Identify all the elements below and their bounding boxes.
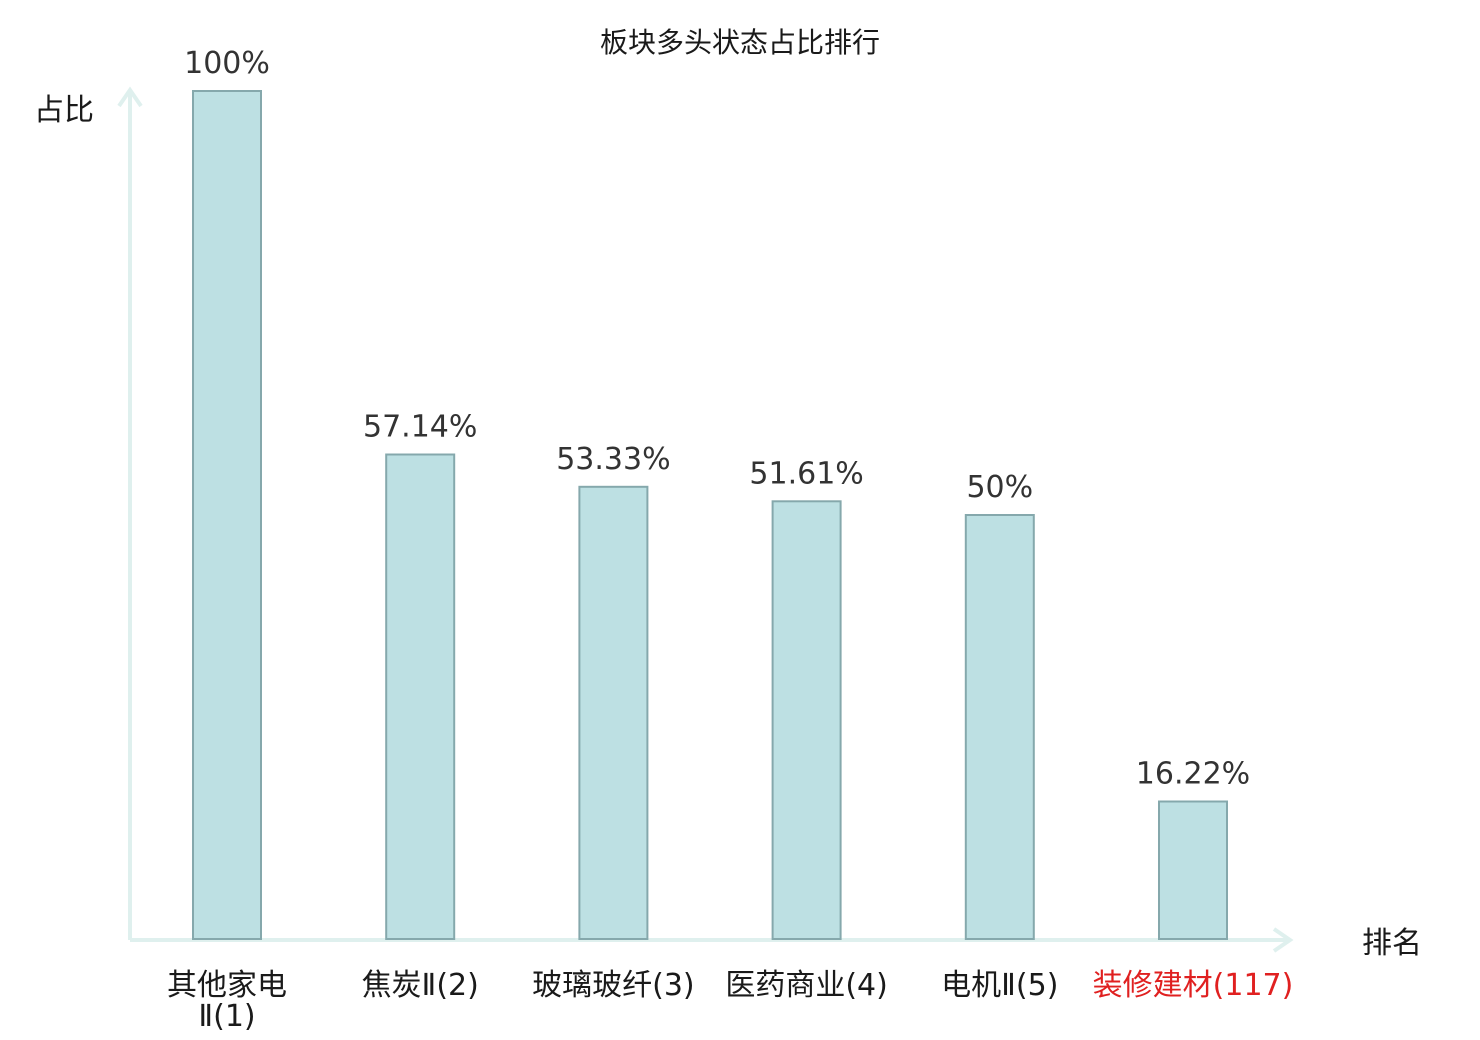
value-label-3: 53.33% [556, 442, 670, 477]
category-label-4: 医药商业(4) [725, 968, 888, 1003]
y-axis-arrow [117, 86, 143, 108]
bar-3 [578, 485, 649, 940]
bar-4 [771, 500, 842, 940]
bar-2 [385, 453, 456, 940]
category-label-2: 焦炭Ⅱ(2) [362, 968, 479, 1003]
y-axis-label: 占比 [34, 93, 94, 128]
bar-1 [192, 90, 262, 940]
category-label-5: 电机Ⅱ(5) [941, 968, 1058, 1003]
bar-6 [1158, 800, 1228, 940]
value-label-1: 100% [184, 46, 270, 81]
category-label-1: 其他家电 [167, 968, 287, 1003]
x-axis [130, 927, 1294, 953]
bars-group [192, 90, 1228, 940]
value-labels-group: 100% 57.14% 53.33% 51.61% 50% 16.22% [184, 46, 1250, 792]
bar-5 [964, 514, 1035, 940]
value-label-4: 51.61% [749, 456, 863, 491]
chart-title: 板块多头状态占比排行 [600, 26, 880, 59]
category-label-3: 玻璃玻纤(3) [532, 968, 695, 1003]
category-label-6: 装修建材(117) [1093, 968, 1294, 1003]
x-axis-arrow [1272, 927, 1294, 953]
value-label-5: 50% [966, 470, 1033, 505]
value-label-6: 16.22% [1136, 757, 1250, 792]
category-label-1-line2: Ⅱ(1) [198, 999, 255, 1034]
y-axis [117, 86, 143, 940]
x-axis-label: 排名 [1362, 926, 1422, 961]
value-label-2: 57.14% [363, 410, 477, 445]
